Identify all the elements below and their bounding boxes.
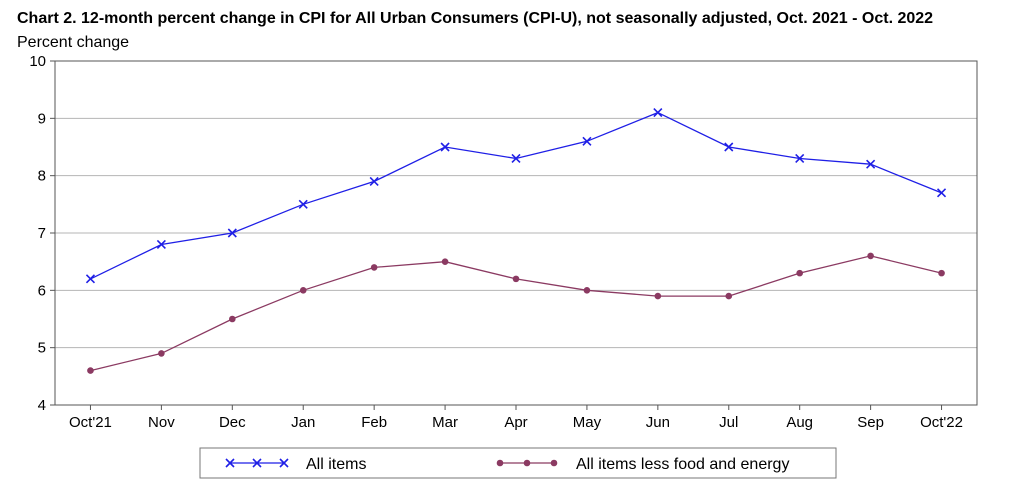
x-tick-label: Sep [857, 414, 884, 431]
all-items-less-food-and-energy-point [87, 367, 94, 374]
all-items-point [227, 228, 237, 238]
x-tick-label: Apr [504, 414, 527, 431]
all-items-point [440, 142, 450, 152]
y-tick-label: 8 [38, 168, 46, 185]
all-items-less-food-and-energy-point [299, 287, 307, 294]
all-items-less-food-and-energy-point [867, 252, 874, 260]
x-tick-label: Mar [432, 414, 458, 431]
all-items-line [90, 111, 942, 280]
legend-all-items-less-food-and-energy-label: All items less food and energy [576, 456, 789, 473]
x-tick-label: Dec [219, 414, 246, 431]
legend-all-items-less-food-and-energy-point [496, 459, 504, 467]
chart-title: Chart 2. 12-month percent change in CPI … [17, 10, 934, 27]
all-items-less-food-and-energy-point [158, 350, 165, 357]
x-tick-label: May [573, 414, 602, 431]
legend-all-items-less-food-and-energy-point [523, 459, 531, 467]
all-items-point [936, 188, 947, 198]
all-items-point [724, 142, 734, 152]
all-items-point [866, 159, 876, 169]
legend-all-items-point [225, 458, 235, 468]
y-tick-label: 5 [38, 340, 46, 357]
x-tick-label: Oct'22 [920, 414, 963, 431]
y-axis-label: Percent change [17, 34, 130, 51]
legend-all-items-point [252, 458, 262, 468]
legend-all-items-less-food-and-energy-point [550, 459, 558, 467]
all-items-less-food-and-energy-line [90, 255, 942, 372]
legend-all-items-label: All items [306, 456, 366, 473]
all-items-point [653, 108, 663, 118]
all-items-less-food-and-energy-point [654, 292, 662, 300]
x-tick-label: Feb [361, 414, 387, 431]
all-items-point [369, 176, 379, 186]
x-tick-label: Nov [148, 414, 175, 431]
y-tick-label: 9 [38, 110, 46, 127]
all-items-less-food-and-energy-point [938, 269, 945, 277]
y-tick-label: 6 [38, 282, 46, 299]
all-items-less-food-and-energy-point [441, 258, 449, 265]
x-tick-label: Jul [719, 414, 738, 431]
all-items-point [298, 199, 308, 209]
all-items-point [795, 153, 805, 164]
all-items-point [156, 239, 166, 250]
all-items-point [582, 136, 592, 146]
y-tick-label: 7 [38, 225, 46, 242]
legend-all-items-point [279, 458, 289, 468]
all-items-less-food-and-energy-point [583, 287, 591, 294]
all-items-less-food-and-energy-point [512, 275, 520, 283]
all-items-less-food-and-energy-point [370, 264, 378, 271]
all-items-less-food-and-energy-point [229, 315, 236, 323]
all-items-less-food-and-energy-point [796, 269, 803, 277]
y-tick-label: 4 [38, 397, 46, 414]
all-items-point [85, 274, 96, 284]
all-items-less-food-and-energy-point [725, 292, 733, 300]
x-tick-label: Jan [291, 414, 315, 431]
all-items-point [511, 153, 521, 164]
x-tick-label: Jun [646, 414, 670, 431]
y-tick-label: 10 [29, 53, 46, 70]
x-tick-label: Aug [786, 414, 813, 431]
x-tick-label: Oct'21 [69, 414, 112, 431]
